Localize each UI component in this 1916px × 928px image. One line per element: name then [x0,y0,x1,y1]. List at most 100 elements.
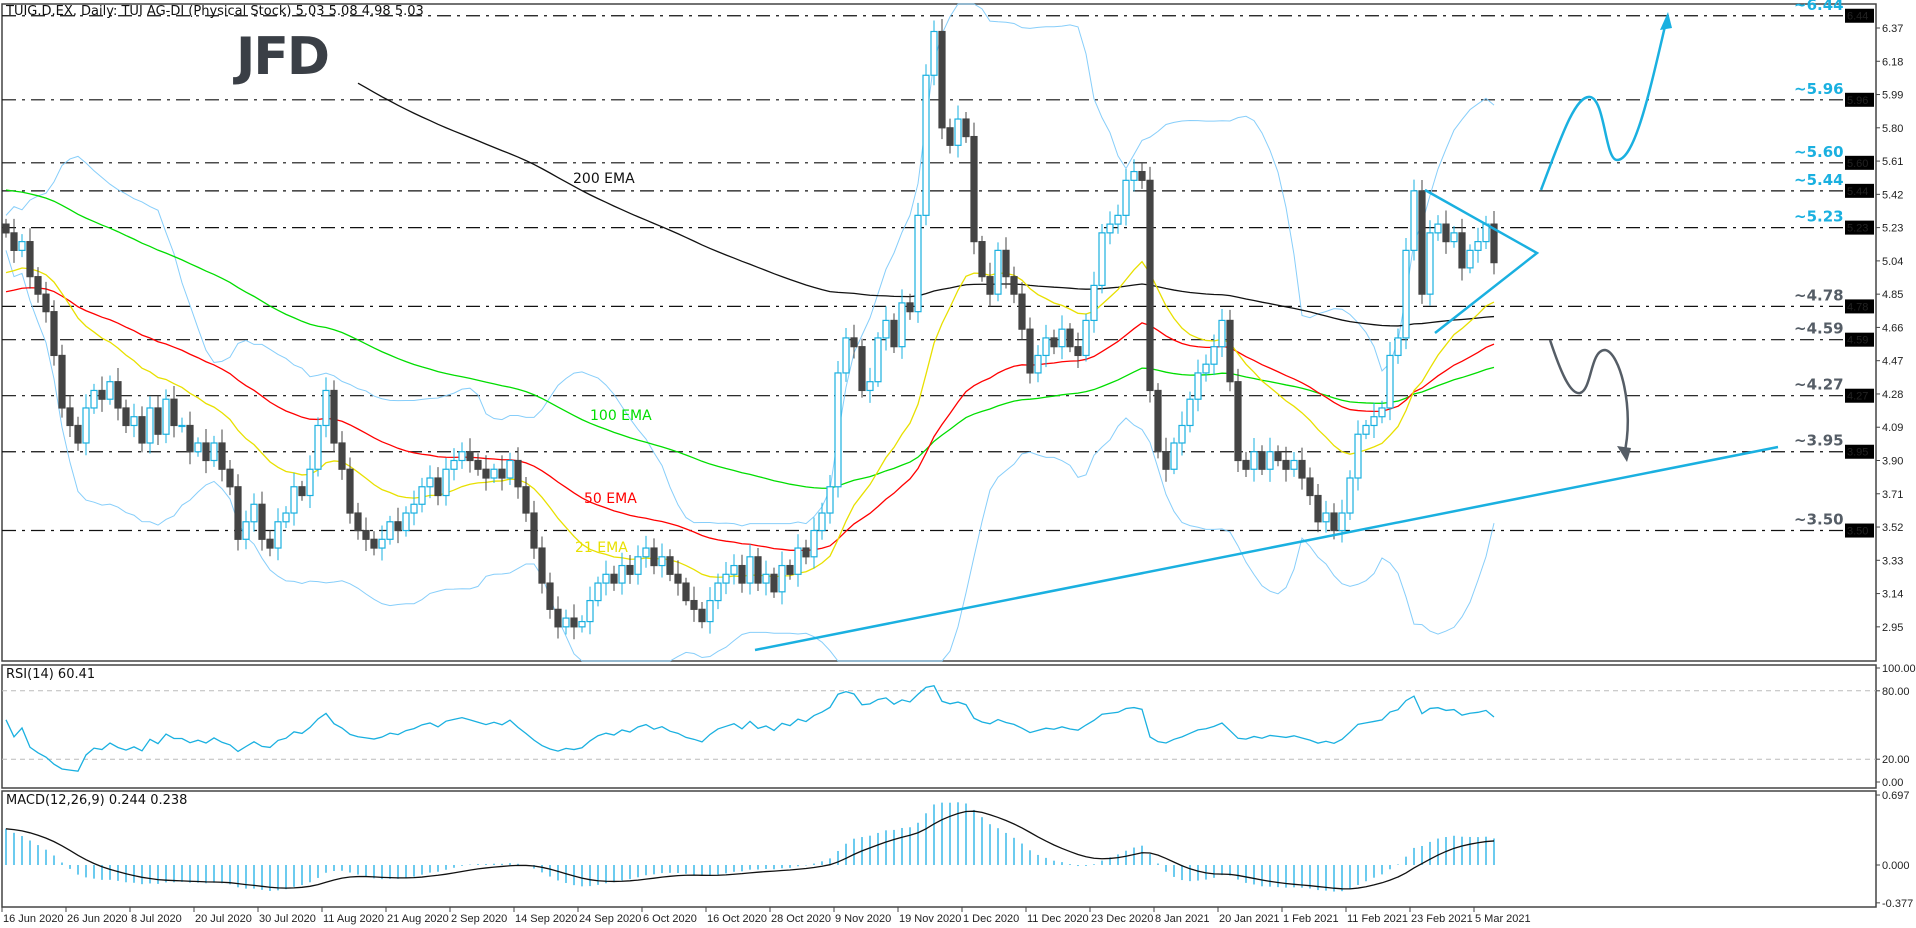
candle [1410,179,1418,261]
candle [1098,224,1106,294]
x-tick-label: 1 Feb 2021 [1283,913,1339,925]
candle [258,491,266,551]
candle-body [1418,190,1426,295]
candle-body [658,556,666,567]
macd-y-tick-label: 0.697 [1882,790,1910,802]
x-tick-label: 11 Feb 2021 [1347,913,1408,925]
candle [1282,446,1290,482]
level-label: ~5.60 [1794,143,1844,161]
candle-body [258,503,266,540]
candle-body [290,486,298,514]
candle [1250,438,1258,482]
candle-body [402,512,410,532]
candle [1362,419,1370,440]
candle [682,577,690,606]
candle [10,218,18,263]
arrow-head-down-icon [1617,446,1631,462]
y-tick-label: 3.33 [1882,555,1903,567]
candle [634,545,642,585]
candle-body [234,486,242,540]
x-tick-label: 24 Sep 2020 [579,913,641,925]
candle-body [1178,424,1186,444]
candle [1290,451,1298,477]
candle [658,543,666,578]
candle-body [490,468,498,479]
candle-body [1426,232,1434,295]
candle [650,538,658,575]
candle-body [386,521,394,540]
candle [1426,220,1434,306]
candle-body [666,556,674,575]
candle-body [314,424,322,470]
candle [42,281,50,323]
candle [1130,159,1138,192]
candle [802,539,810,565]
candle-body [650,547,658,567]
candle-body [1266,451,1274,470]
candle [1010,266,1018,304]
candle [674,560,682,596]
candle-body [42,293,50,313]
candle [1162,437,1170,482]
rsi-title: RSI(14) 60.41 [6,667,95,682]
candle [1026,317,1034,384]
candle [98,376,106,412]
bollinger-upper-line [5,3,1495,527]
candle-body [1106,223,1114,234]
level-label: ~6.44 [1794,0,1844,14]
candle-body [1186,398,1194,427]
y-tick-label: 4.85 [1882,289,1903,301]
price-tag: 4.59 [1847,335,1868,347]
candle [874,332,882,387]
ema-200-line [357,82,1495,327]
candle-body [1066,328,1074,348]
candle [314,417,322,477]
candle [1170,437,1178,475]
candle [562,609,570,635]
candle [786,559,794,580]
candle [346,457,354,524]
candle-body [250,503,258,523]
candle [1378,400,1386,424]
y-tick-label: 4.09 [1882,422,1903,434]
candle-body [818,512,826,532]
ema-100-label: 100 EMA [590,408,652,424]
y-tick-label: 5.99 [1882,90,1903,102]
uptrend-line [754,445,1779,652]
candle [1266,437,1274,482]
y-tick-label: 6.37 [1882,23,1903,35]
x-tick-label: 16 Oct 2020 [707,913,767,925]
candle-body [850,337,858,348]
candle-body [1362,424,1370,435]
candle [354,502,362,540]
candle-body [1434,223,1442,234]
x-tick-label: 6 Oct 2020 [643,913,697,925]
candle [226,459,234,496]
macd-signal-line [5,810,1495,890]
candle-body [1090,284,1098,322]
candle [178,417,186,433]
candle-body [1130,170,1138,181]
ema-100-line [5,189,1495,489]
candle [130,403,138,438]
candle [890,313,898,354]
candle [170,385,178,438]
candle-body [778,564,786,593]
x-tick-label: 11 Dec 2020 [1027,913,1089,925]
candle [378,525,386,561]
candle [1386,341,1394,421]
candle-body [530,512,538,549]
candle [386,515,394,545]
candle [954,105,962,158]
rsi-y-tick-label: 0.00 [1882,777,1903,789]
candle-body [34,276,42,295]
candle-body [1402,249,1410,339]
level-label: ~5.44 [1794,171,1844,189]
candle-body [1386,354,1394,409]
candle [1202,354,1210,382]
x-tick-label: 2 Sep 2020 [451,913,507,925]
candle [1314,483,1322,533]
candle [290,472,298,526]
y-tick-label: 5.23 [1882,223,1903,235]
